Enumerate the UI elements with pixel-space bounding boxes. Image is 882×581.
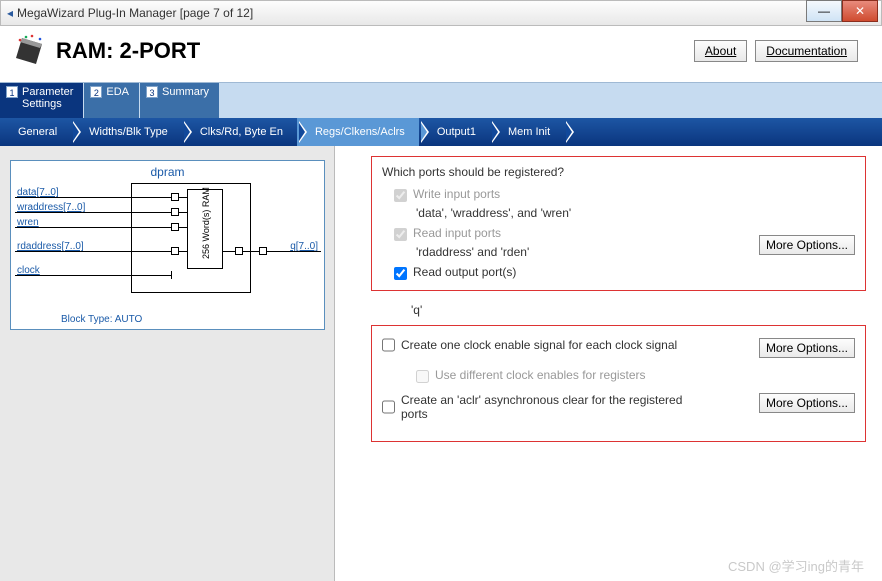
more-options-2[interactable]: More Options... <box>759 338 855 358</box>
more-options-1[interactable]: More Options... <box>759 235 855 255</box>
checkbox-write-input <box>394 189 407 202</box>
tabs-secondary: GeneralWidths/Blk TypeClks/Rd, Byte EnRe… <box>0 118 882 146</box>
checkbox-read-input <box>394 228 407 241</box>
sub-write: 'data', 'wraddress', and 'wren' <box>416 206 855 220</box>
subtab-regs-clkens-aclrs[interactable]: Regs/Clkens/Aclrs <box>297 118 419 146</box>
left-panel: dpram 256 Word(s) RAM data[7..0] wraddre… <box>0 146 335 581</box>
cb-read-output[interactable]: Read output port(s) <box>394 265 855 280</box>
about-button[interactable]: About <box>694 40 747 62</box>
more-options-3[interactable]: More Options... <box>759 393 855 413</box>
documentation-button[interactable]: Documentation <box>755 40 858 62</box>
tabs-primary: 1Parameter Settings2EDA3Summary <box>0 82 882 118</box>
window-title: MegaWizard Plug-In Manager [page 7 of 12… <box>17 6 253 20</box>
block-diagram: dpram 256 Word(s) RAM data[7..0] wraddre… <box>10 160 325 330</box>
checkbox-diff-clk <box>416 370 429 383</box>
register-ports-group: Which ports should be registered? Write … <box>371 156 866 291</box>
titlebar: ◂ MegaWizard Plug-In Manager [page 7 of … <box>0 0 882 26</box>
cb-diff-clk-enables: Use different clock enables for register… <box>416 368 855 383</box>
block-type-label: Block Type: AUTO <box>61 314 142 325</box>
checkbox-clock-enable[interactable] <box>382 338 395 352</box>
minimize-button[interactable]: — <box>806 0 842 22</box>
subtab-general[interactable]: General <box>0 118 71 146</box>
subtab-mem-init[interactable]: Mem Init <box>490 118 564 146</box>
content: dpram 256 Word(s) RAM data[7..0] wraddre… <box>0 146 882 581</box>
question-register: Which ports should be registered? <box>382 165 855 179</box>
window-buttons: — ✕ <box>806 0 878 22</box>
checkbox-read-output[interactable] <box>394 267 407 280</box>
subtab-clks-rd-byte-en[interactable]: Clks/Rd, Byte En <box>182 118 297 146</box>
q-label: 'q' <box>411 303 866 317</box>
back-icon: ◂ <box>7 6 13 20</box>
clock-aclr-group: Create one clock enable signal for each … <box>371 325 866 442</box>
diagram-title: dpram <box>11 161 324 183</box>
lbl-aclr: Create an 'aclr' asynchronous clear for … <box>401 393 712 421</box>
watermark: CSDN @学习ing的青年 <box>728 556 864 575</box>
tab-summary[interactable]: 3Summary <box>140 83 220 118</box>
product-title: RAM: 2-PORT <box>56 38 200 64</box>
subtab-widths-blk-type[interactable]: Widths/Blk Type <box>71 118 182 146</box>
right-panel: Which ports should be registered? Write … <box>335 146 882 581</box>
tab-eda[interactable]: 2EDA <box>84 83 140 118</box>
checkbox-aclr[interactable] <box>382 393 395 421</box>
product-icon <box>14 34 48 68</box>
tab-parameter[interactable]: 1Parameter Settings <box>0 83 84 118</box>
close-button[interactable]: ✕ <box>842 0 878 22</box>
cb-write-input: Write input ports <box>394 187 855 202</box>
ram-label: 256 Word(s) RAM <box>201 187 211 259</box>
subtab-output1[interactable]: Output1 <box>419 118 490 146</box>
header: RAM: 2-PORT About Documentation <box>0 26 882 68</box>
lbl-clock-enable: Create one clock enable signal for each … <box>401 338 677 352</box>
